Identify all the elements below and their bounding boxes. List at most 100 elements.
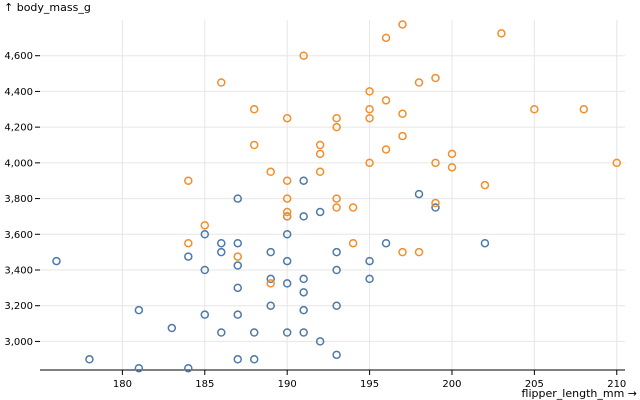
data-point — [282, 279, 292, 288]
data-point — [134, 363, 144, 373]
data-point — [332, 350, 341, 360]
data-point — [282, 328, 292, 337]
data-point — [332, 301, 341, 310]
data-point — [217, 238, 226, 248]
data-point — [217, 328, 226, 337]
data-point — [249, 140, 259, 150]
data-point — [184, 252, 193, 261]
data-point — [282, 113, 292, 123]
y-tick-label: 3,800 — [4, 194, 33, 205]
data-point — [200, 310, 210, 319]
data-point — [233, 283, 242, 293]
x-tick-label: 190 — [278, 379, 297, 390]
y-tick-label: 3,600 — [4, 230, 33, 241]
data-point — [315, 167, 325, 177]
data-point — [365, 274, 374, 284]
data-point — [200, 265, 210, 275]
data-point — [365, 105, 374, 114]
x-tick-label: 185 — [195, 379, 214, 390]
data-point — [134, 305, 144, 315]
data-point — [315, 149, 325, 159]
data-point — [315, 207, 325, 217]
data-point — [365, 158, 374, 168]
data-point — [85, 355, 94, 364]
data-point — [299, 305, 308, 315]
data-point — [381, 145, 391, 154]
data-point — [381, 238, 391, 248]
data-point — [431, 198, 440, 208]
data-point — [233, 355, 242, 364]
data-point — [200, 221, 210, 230]
data-point — [497, 29, 506, 38]
x-tick-label: 180 — [113, 379, 132, 390]
data-point — [480, 238, 490, 248]
data-point — [414, 189, 424, 199]
data-point — [332, 203, 341, 212]
data-point — [282, 207, 292, 217]
data-point — [282, 212, 292, 221]
data-point — [365, 113, 374, 123]
y-tick-label: 4,000 — [4, 158, 33, 169]
data-point — [579, 105, 589, 114]
data-point — [398, 247, 407, 257]
data-point — [398, 131, 407, 141]
data-point — [447, 149, 457, 159]
y-tick-label: 3,200 — [4, 301, 33, 312]
data-point — [348, 203, 358, 212]
data-point — [266, 279, 275, 288]
data-point — [398, 20, 407, 29]
data-point — [315, 337, 325, 346]
x-tick-label: 200 — [442, 379, 461, 390]
y-tick-label: 3,000 — [4, 337, 33, 348]
data-point — [266, 301, 275, 310]
data-point — [233, 310, 242, 319]
data-point — [414, 78, 424, 87]
data-point — [381, 33, 391, 43]
data-point — [233, 194, 242, 203]
data-point — [299, 51, 308, 60]
data-point — [266, 247, 275, 257]
data-point — [200, 230, 210, 239]
axes: 180 185 190 195 200 205 210 3,000 3,200 3,400 3,60… — [4, 51, 626, 390]
data-point — [431, 203, 440, 212]
data-point — [381, 96, 391, 105]
data-point — [282, 194, 292, 203]
data-point — [184, 363, 193, 373]
data-point — [282, 176, 292, 185]
data-point — [332, 113, 341, 123]
data-point — [167, 323, 177, 333]
data-point — [184, 238, 193, 248]
data-points — [52, 20, 622, 373]
x-tick-label: 205 — [525, 379, 544, 390]
data-point — [249, 355, 259, 364]
data-point — [299, 288, 308, 297]
data-point — [52, 256, 61, 266]
data-point — [332, 194, 341, 203]
data-point — [299, 328, 308, 337]
data-point — [299, 274, 308, 284]
data-point — [249, 328, 259, 337]
y-axis-label: ↑ body_mass_g — [4, 1, 91, 14]
data-point — [431, 158, 440, 168]
data-point — [365, 256, 374, 266]
data-point — [299, 212, 308, 221]
data-point — [184, 176, 193, 185]
y-tick-label: 3,400 — [4, 266, 33, 277]
data-point — [217, 78, 226, 87]
data-point — [249, 105, 259, 114]
data-point — [233, 252, 242, 261]
data-point — [530, 105, 539, 114]
data-point — [332, 247, 341, 257]
data-point — [332, 265, 341, 275]
data-point — [266, 274, 275, 284]
gridlines — [40, 20, 625, 370]
data-point — [431, 73, 440, 83]
data-point — [414, 247, 424, 257]
data-point — [217, 247, 226, 257]
data-point — [315, 140, 325, 150]
data-point — [612, 158, 622, 168]
data-point — [282, 256, 292, 266]
data-point — [480, 180, 490, 190]
y-tick-label: 4,600 — [4, 51, 33, 62]
